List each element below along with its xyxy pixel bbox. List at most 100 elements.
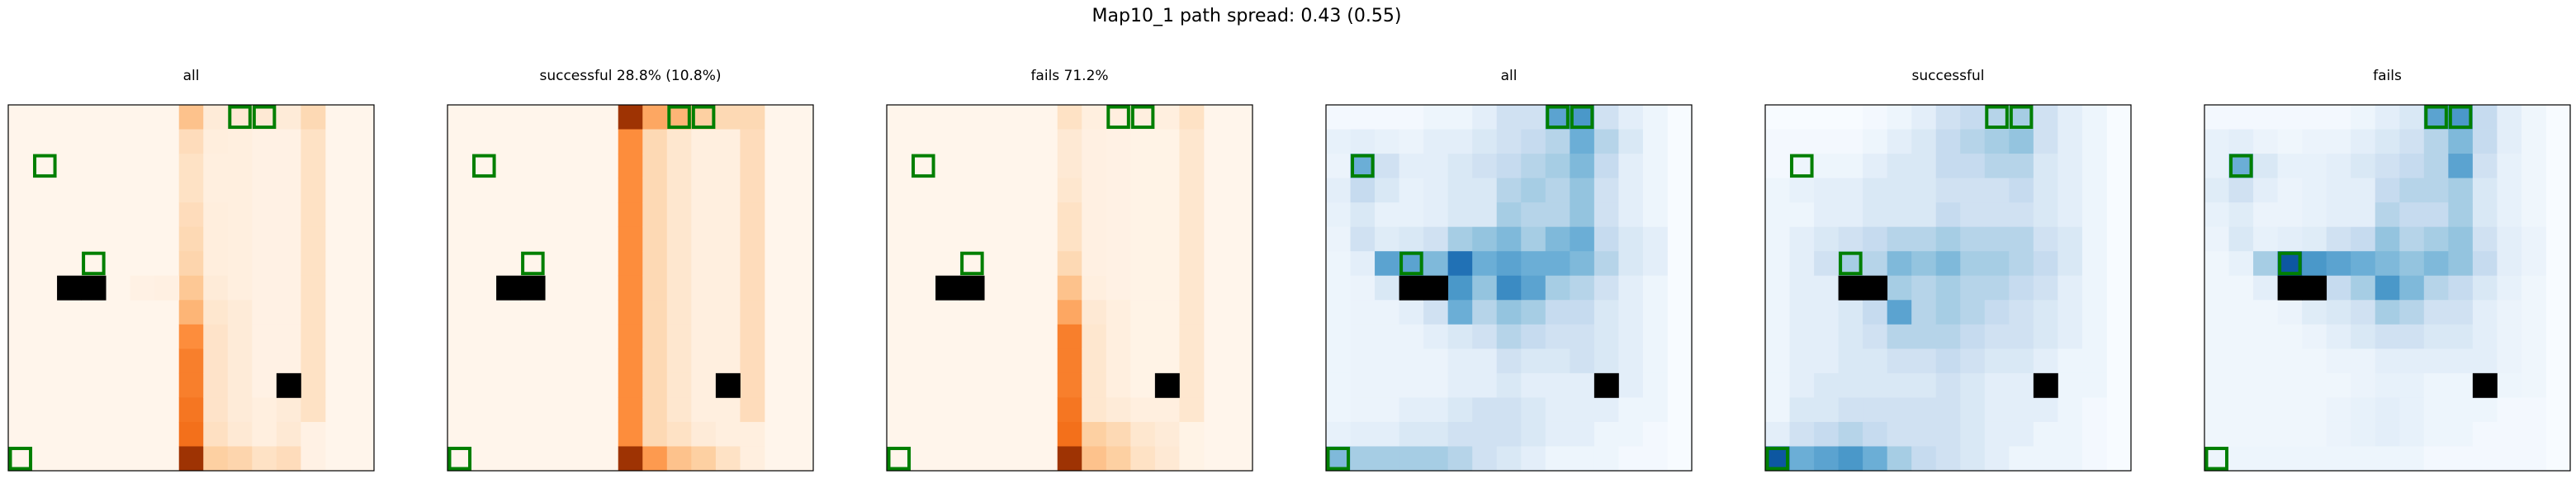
target-marker — [2229, 154, 2253, 178]
heatmap-cell — [178, 105, 204, 130]
heatmap-cell — [2423, 446, 2449, 472]
heatmap-cell — [2448, 129, 2474, 154]
heatmap-cell — [740, 372, 765, 398]
heatmap-cell — [1106, 446, 1131, 472]
heatmap-cell — [1789, 275, 1815, 301]
heatmap-cell — [715, 154, 741, 178]
heatmap-cell — [1130, 129, 1156, 154]
heatmap-cell — [1838, 372, 1863, 398]
heatmap-cell — [1399, 324, 1424, 349]
heatmap-cell — [1106, 226, 1131, 252]
heatmap-cell — [1130, 202, 1156, 228]
heatmap-cell — [1863, 421, 1888, 447]
heatmap-cell — [642, 446, 668, 472]
heatmap-cell — [2228, 251, 2254, 277]
heatmap-cell — [1179, 446, 1205, 472]
heatmap-cell — [1960, 300, 1986, 325]
heatmap-cell — [1838, 349, 1863, 374]
heatmap-cell — [2302, 446, 2327, 472]
heatmap-cell — [1863, 446, 1888, 472]
heatmap-cell — [1545, 446, 1570, 472]
heatmap-cell — [2497, 226, 2522, 252]
heatmap-cell — [1984, 349, 2010, 374]
heatmap-cell — [2253, 226, 2278, 252]
heatmap-cell — [2057, 421, 2083, 447]
heatmap-cell — [1326, 251, 1351, 277]
heatmap-cell — [1521, 154, 1546, 178]
axes-frame — [447, 104, 814, 472]
heatmap-cell — [252, 446, 277, 472]
heatmap-cell — [2326, 446, 2351, 472]
heatmap-cell — [1887, 300, 1912, 325]
heatmap-cell — [1082, 226, 1107, 252]
heatmap-cell — [2277, 178, 2303, 203]
heatmap-cell — [2277, 446, 2303, 472]
heatmap-cell — [1447, 105, 1473, 130]
heatmap-cell — [1472, 129, 1498, 154]
heatmap-cell — [2057, 349, 2083, 374]
heatmap-cell — [691, 226, 717, 252]
heatmap-cell — [1423, 154, 1449, 178]
heatmap-cell — [1057, 251, 1082, 277]
heatmap-cell — [1570, 372, 1595, 398]
heatmap-cell — [1521, 446, 1546, 472]
heatmap-cell — [1496, 202, 1522, 228]
heatmap-cell — [1057, 154, 1082, 178]
heatmap-cell — [227, 275, 253, 301]
heatmap-cell — [2033, 154, 2058, 178]
obstacle-cell — [1399, 275, 1424, 301]
heatmap-cell — [1521, 226, 1546, 252]
heatmap-cell — [2277, 226, 2303, 252]
heatmap-cell — [203, 178, 229, 203]
heatmap-cell — [1130, 349, 1156, 374]
target-marker — [2009, 105, 2034, 130]
heatmap-cell — [1106, 324, 1131, 349]
heatmap-cell — [1960, 446, 1986, 472]
heatmap-cell — [1521, 324, 1546, 349]
heatmap-cell — [1863, 372, 1888, 398]
heatmap-cell — [1423, 446, 1449, 472]
heatmap-cell — [1789, 446, 1815, 472]
heatmap-cell — [2277, 300, 2303, 325]
heatmap-cell — [1496, 226, 1522, 252]
heatmap-cell — [1472, 202, 1498, 228]
axes-frame — [1764, 104, 2132, 472]
heatmap-cell — [227, 178, 253, 203]
heatmap-cell — [1350, 178, 1376, 203]
heatmap-cell — [130, 275, 155, 301]
heatmap-cell — [1057, 178, 1082, 203]
heatmap-cell — [2081, 372, 2107, 398]
heatmap-cell — [2253, 372, 2278, 398]
heatmap-cell — [2497, 251, 2522, 277]
heatmap-cell — [1642, 226, 1668, 252]
heatmap-cell — [2351, 105, 2376, 130]
heatmap-cell — [2277, 349, 2303, 374]
heatmap-cell — [2448, 251, 2474, 277]
heatmap-cell — [1789, 397, 1815, 423]
heatmap-cell — [2423, 300, 2449, 325]
heatmap-cell — [2033, 202, 2058, 228]
heatmap-cell — [2472, 226, 2498, 252]
heatmap-cell — [2302, 300, 2327, 325]
heatmap-cell — [227, 202, 253, 228]
heatmap-cell — [691, 421, 717, 447]
heatmap-cell — [666, 105, 692, 130]
heatmap-panels: all successful 28.8% (10.8%) fails 71.2% al… — [7, 68, 2571, 472]
heatmap-cell — [1838, 154, 1863, 178]
heatmap-cell — [1472, 421, 1498, 447]
heatmap-cell — [203, 251, 229, 277]
heatmap-cell — [715, 446, 741, 472]
heatmap-cell — [2228, 446, 2254, 472]
heatmap-cell — [1447, 154, 1473, 178]
heatmap-cell — [2081, 324, 2107, 349]
heatmap-cell — [2399, 372, 2425, 398]
heatmap-cell — [2081, 129, 2107, 154]
heatmap-cell — [1521, 202, 1546, 228]
heatmap-cell — [2204, 349, 2229, 374]
heatmap-cell — [1350, 129, 1376, 154]
target-marker — [1399, 251, 1423, 276]
heatmap-cell — [1447, 275, 1473, 301]
heatmap-cell — [1960, 421, 1986, 447]
heatmap-cell — [2009, 105, 2034, 130]
heatmap-cell — [301, 226, 326, 252]
